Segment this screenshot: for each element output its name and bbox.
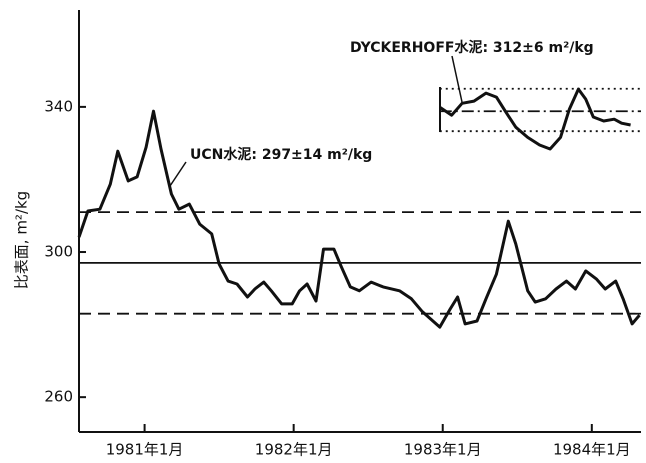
x-tick-label: 1983年1月 xyxy=(404,441,482,459)
y-tick-label: 340 xyxy=(44,97,73,115)
annotation: UCN水泥: 297±14 m²/kg xyxy=(190,146,372,163)
leader-line xyxy=(169,161,187,187)
y-tick-label: 300 xyxy=(44,243,73,261)
data-line xyxy=(77,109,641,329)
annotation: DYCKERHOFF水泥: 312±6 m²/kg xyxy=(350,39,594,56)
leader-line xyxy=(451,55,463,103)
data-line xyxy=(438,87,631,151)
x-tick-label: 1984年1月 xyxy=(553,441,631,459)
x-tick-label: 1981年1月 xyxy=(106,441,184,459)
y-tick-label: 260 xyxy=(44,388,73,406)
x-tick-label: 1982年1月 xyxy=(255,441,333,459)
y-axis-label: 比表面, m²/kg xyxy=(13,191,31,289)
